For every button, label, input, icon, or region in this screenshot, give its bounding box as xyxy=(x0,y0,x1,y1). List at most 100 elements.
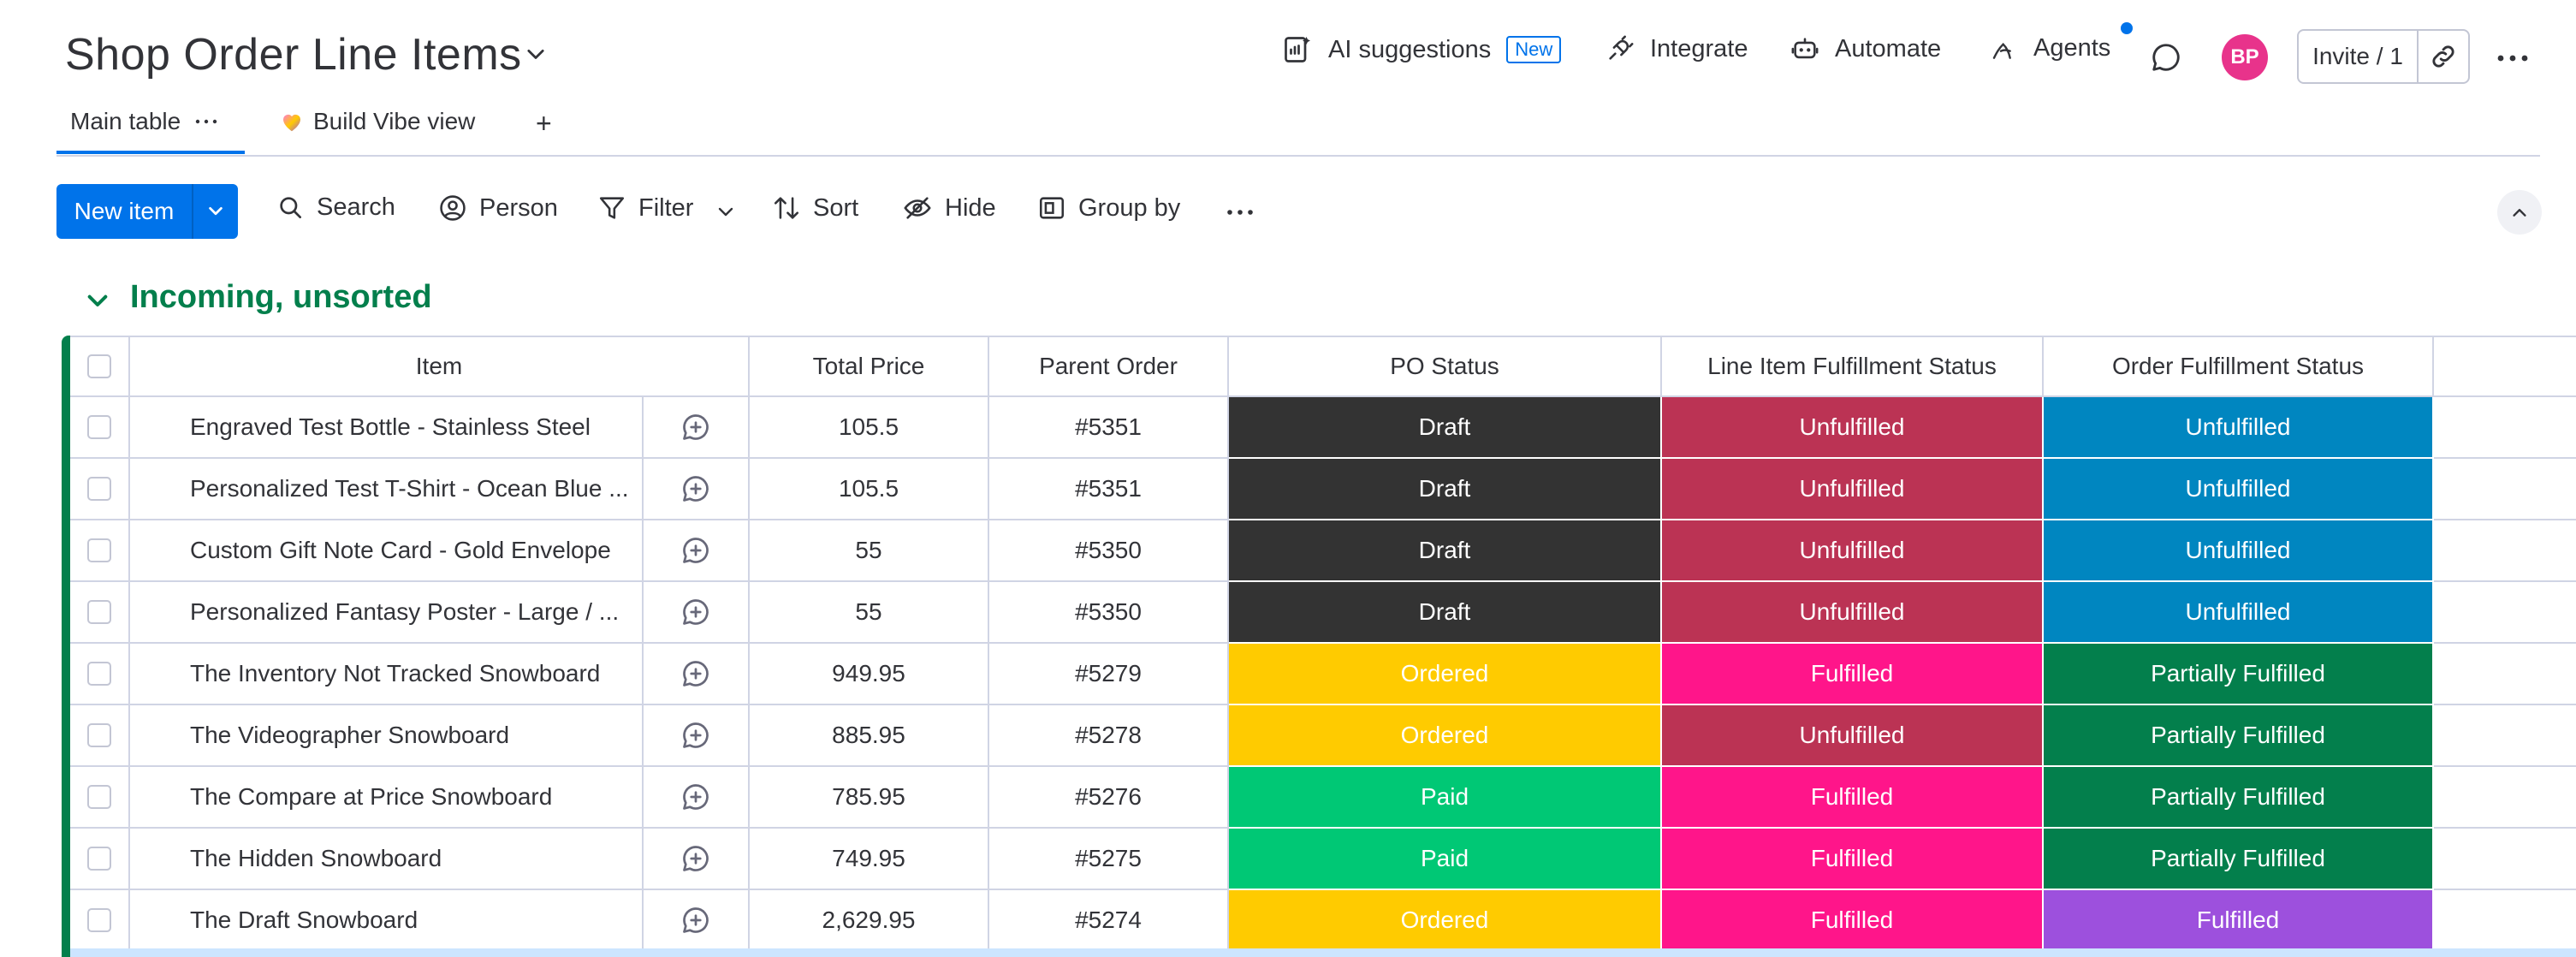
add-update-icon[interactable] xyxy=(680,412,711,443)
item-name-cell[interactable]: Engraved Test Bottle - Stainless Steel xyxy=(130,397,644,459)
po-status-cell[interactable]: Draft xyxy=(1229,582,1662,644)
po-status-cell[interactable]: Draft xyxy=(1229,459,1662,520)
new-item-button[interactable]: New item xyxy=(56,184,193,239)
line-item-fulfillment-status-cell[interactable]: Unfulfilled xyxy=(1662,582,2044,644)
po-status-cell[interactable]: Paid xyxy=(1229,767,1662,829)
filter-dropdown-icon[interactable] xyxy=(715,202,736,223)
ai-suggestions-button[interactable]: AI suggestions New xyxy=(1282,34,1562,65)
table-row[interactable]: Personalized Test T-Shirt - Ocean Blue .… xyxy=(62,459,2576,520)
agents-button[interactable]: Agents xyxy=(1991,34,2110,62)
parent-order-cell[interactable]: #5274 xyxy=(989,890,1229,952)
row-checkbox[interactable] xyxy=(87,538,111,562)
row-checkbox[interactable] xyxy=(87,908,111,932)
po-status-cell[interactable]: Draft xyxy=(1229,397,1662,459)
parent-order-cell[interactable]: #5276 xyxy=(989,767,1229,829)
po-status-cell[interactable]: Ordered xyxy=(1229,705,1662,767)
total-price-cell[interactable]: 105.5 xyxy=(750,397,989,459)
row-checkbox[interactable] xyxy=(87,785,111,809)
po-status-cell[interactable]: Paid xyxy=(1229,829,1662,890)
order-fulfillment-status-cell[interactable]: Partially Fulfilled xyxy=(2044,767,2434,829)
po-status-cell[interactable]: Ordered xyxy=(1229,644,1662,705)
tab-build-vibe-view[interactable]: Build Vibe view xyxy=(279,108,475,135)
add-update-icon[interactable] xyxy=(680,905,711,936)
column-header-total-price[interactable]: Total Price xyxy=(750,336,989,397)
item-name-cell[interactable]: The Hidden Snowboard xyxy=(130,829,644,890)
select-all-checkbox[interactable] xyxy=(87,354,111,378)
total-price-cell[interactable]: 949.95 xyxy=(750,644,989,705)
add-update-icon[interactable] xyxy=(680,843,711,874)
parent-order-cell[interactable]: #5278 xyxy=(989,705,1229,767)
total-price-cell[interactable]: 55 xyxy=(750,582,989,644)
avatar[interactable]: BP xyxy=(2222,34,2268,80)
table-row[interactable]: The Inventory Not Tracked Snowboard 949.9… xyxy=(62,644,2576,705)
order-fulfillment-status-cell[interactable]: Unfulfilled xyxy=(2044,520,2434,582)
item-name-cell[interactable]: Custom Gift Note Card - Gold Envelope xyxy=(130,520,644,582)
row-checkbox[interactable] xyxy=(87,847,111,871)
add-update-icon[interactable] xyxy=(680,473,711,504)
total-price-cell[interactable]: 885.95 xyxy=(750,705,989,767)
line-item-fulfillment-status-cell[interactable]: Unfulfilled xyxy=(1662,397,2044,459)
add-update-icon[interactable] xyxy=(680,720,711,751)
add-view-button[interactable]: + xyxy=(536,108,552,139)
item-name-cell[interactable]: The Videographer Snowboard xyxy=(130,705,644,767)
table-row[interactable]: The Hidden Snowboard 749.95 #5275 Paid Fulfi… xyxy=(62,829,2576,890)
line-item-fulfillment-status-cell[interactable]: Unfulfilled xyxy=(1662,705,2044,767)
new-item-dropdown-icon[interactable] xyxy=(193,184,238,239)
row-checkbox[interactable] xyxy=(87,600,111,624)
group-title[interactable]: Incoming, unsorted xyxy=(130,279,432,315)
table-row[interactable]: The Videographer Snowboard 885.95 #5278 Ord… xyxy=(62,705,2576,767)
order-fulfillment-status-cell[interactable]: Partially Fulfilled xyxy=(2044,705,2434,767)
invite-button[interactable]: Invite / 1 xyxy=(2299,31,2419,82)
order-fulfillment-status-cell[interactable]: Unfulfilled xyxy=(2044,397,2434,459)
order-fulfillment-status-cell[interactable]: Partially Fulfilled xyxy=(2044,644,2434,705)
order-fulfillment-status-cell[interactable]: Fulfilled xyxy=(2044,890,2434,952)
add-update-icon[interactable] xyxy=(680,535,711,566)
tab-options-icon[interactable] xyxy=(194,117,218,126)
add-update-icon[interactable] xyxy=(680,597,711,627)
total-price-cell[interactable]: 55 xyxy=(750,520,989,582)
hide-button[interactable]: Hide xyxy=(902,193,996,223)
line-item-fulfillment-status-cell[interactable]: Unfulfilled xyxy=(1662,520,2044,582)
total-price-cell[interactable]: 2,629.95 xyxy=(750,890,989,952)
collapse-header-button[interactable] xyxy=(2497,190,2542,235)
parent-order-cell[interactable]: #5351 xyxy=(989,397,1229,459)
row-checkbox[interactable] xyxy=(87,477,111,501)
parent-order-cell[interactable]: #5275 xyxy=(989,829,1229,890)
chevron-down-icon[interactable] xyxy=(524,43,548,67)
column-header-order-fulfillment-status[interactable]: Order Fulfillment Status xyxy=(2044,336,2434,397)
copy-link-icon[interactable] xyxy=(2419,31,2468,82)
item-name-cell[interactable]: Personalized Test T-Shirt - Ocean Blue .… xyxy=(130,459,644,520)
line-item-fulfillment-status-cell[interactable]: Fulfilled xyxy=(1662,767,2044,829)
tab-main-table[interactable]: Main table xyxy=(70,108,218,135)
parent-order-cell[interactable]: #5350 xyxy=(989,520,1229,582)
filter-button[interactable]: Filter xyxy=(597,193,693,223)
order-fulfillment-status-cell[interactable]: Partially Fulfilled xyxy=(2044,829,2434,890)
parent-order-cell[interactable]: #5279 xyxy=(989,644,1229,705)
group-collapse-icon[interactable] xyxy=(84,288,111,315)
person-filter-button[interactable]: Person xyxy=(438,193,558,223)
chat-bubble-icon[interactable] xyxy=(2150,41,2182,74)
line-item-fulfillment-status-cell[interactable]: Fulfilled xyxy=(1662,890,2044,952)
column-header-line-item-fulfillment-status[interactable]: Line Item Fulfillment Status xyxy=(1662,336,2044,397)
automate-button[interactable]: Automate xyxy=(1790,34,1941,63)
column-header-po-status[interactable]: PO Status xyxy=(1229,336,1662,397)
total-price-cell[interactable]: 105.5 xyxy=(750,459,989,520)
po-status-cell[interactable]: Draft xyxy=(1229,520,1662,582)
order-fulfillment-status-cell[interactable]: Unfulfilled xyxy=(2044,582,2434,644)
parent-order-cell[interactable]: #5350 xyxy=(989,582,1229,644)
add-update-icon[interactable] xyxy=(680,782,711,812)
item-name-cell[interactable]: The Inventory Not Tracked Snowboard xyxy=(130,644,644,705)
integrate-button[interactable]: Integrate xyxy=(1606,34,1748,63)
row-checkbox[interactable] xyxy=(87,662,111,686)
total-price-cell[interactable]: 749.95 xyxy=(750,829,989,890)
item-name-cell[interactable]: The Compare at Price Snowboard xyxy=(130,767,644,829)
row-checkbox[interactable] xyxy=(87,723,111,747)
order-fulfillment-status-cell[interactable]: Unfulfilled xyxy=(2044,459,2434,520)
more-options-icon[interactable] xyxy=(2496,45,2530,72)
item-name-cell[interactable]: Personalized Fantasy Poster - Large / ..… xyxy=(130,582,644,644)
item-name-cell[interactable]: The Draft Snowboard xyxy=(130,890,644,952)
toolbar-more-icon[interactable] xyxy=(1226,204,1255,221)
line-item-fulfillment-status-cell[interactable]: Unfulfilled xyxy=(1662,459,2044,520)
total-price-cell[interactable]: 785.95 xyxy=(750,767,989,829)
line-item-fulfillment-status-cell[interactable]: Fulfilled xyxy=(1662,829,2044,890)
